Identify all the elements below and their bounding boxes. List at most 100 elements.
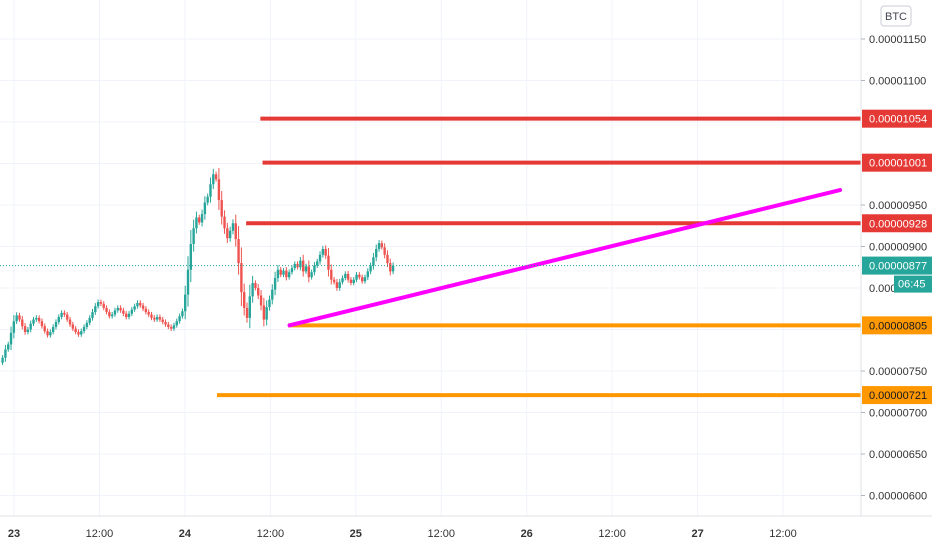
candle-body xyxy=(276,269,280,279)
currency-button[interactable]: BTC xyxy=(880,5,912,27)
candle-body xyxy=(49,331,52,336)
time-tick-label: 12:00 xyxy=(769,528,797,540)
candle-body xyxy=(9,332,13,345)
candle-body xyxy=(366,271,369,278)
candle-body xyxy=(192,228,195,245)
candle-body xyxy=(271,289,274,300)
level-price-tag[interactable] xyxy=(862,109,932,128)
time-tick-label: 27 xyxy=(691,528,703,540)
candle-body xyxy=(380,243,384,248)
candle-body xyxy=(259,295,263,306)
candle-body xyxy=(26,329,30,332)
candle-body xyxy=(189,244,193,270)
candle-body xyxy=(99,302,103,304)
candle-body xyxy=(262,305,266,320)
candle-body xyxy=(304,266,308,272)
level-price-tag-label: 0.00000721 xyxy=(869,390,927,402)
candle-body xyxy=(15,315,18,322)
candle-body xyxy=(245,307,249,318)
candle-body xyxy=(363,277,367,282)
level-price-tag[interactable] xyxy=(862,386,932,405)
candle-body xyxy=(155,317,159,320)
candle-body xyxy=(307,266,311,278)
candle-body xyxy=(228,230,232,239)
candle-body xyxy=(220,200,223,217)
candle-body xyxy=(268,299,271,308)
candle-body xyxy=(21,319,24,327)
candle-body xyxy=(242,292,246,308)
candle-body xyxy=(91,312,94,318)
candle-body xyxy=(321,248,325,255)
time-tick-label: 12:00 xyxy=(427,528,455,540)
price-tick-label: 0.00000600 xyxy=(869,491,927,503)
candle-body xyxy=(206,196,209,203)
candle-body xyxy=(85,322,89,328)
candle-body xyxy=(144,308,148,313)
price-tick-label: 0.00001100 xyxy=(869,76,926,88)
candle-body xyxy=(105,307,108,313)
candle-body xyxy=(344,273,347,279)
candle-body xyxy=(273,278,277,290)
candle-body xyxy=(80,331,83,335)
time-axis[interactable]: 23 12:00 24 12:00 25 12:00 26 12:00 27 12:00 xyxy=(8,528,797,540)
trend-line[interactable] xyxy=(287,188,843,328)
candle-body xyxy=(287,272,291,278)
candle-body xyxy=(18,315,21,320)
price-axis[interactable]: 0.00001150 0.00001100 0.00000950 0.00000900… xyxy=(861,34,932,503)
candle-body xyxy=(29,323,32,330)
candle-body xyxy=(153,317,156,320)
candle-body xyxy=(223,216,226,229)
candle-body xyxy=(184,294,187,312)
current-price-tag[interactable] xyxy=(862,256,932,275)
level-price-tag[interactable] xyxy=(862,153,932,172)
candle-body xyxy=(383,247,386,255)
level-price-tag[interactable] xyxy=(862,214,932,233)
candle-body xyxy=(389,263,392,272)
candle-body xyxy=(7,344,10,350)
candle-body xyxy=(330,269,333,280)
candle-body xyxy=(391,265,395,272)
currency-button-frame xyxy=(880,5,912,27)
time-tick-label: 12:00 xyxy=(598,528,626,540)
candle-body xyxy=(214,174,218,180)
candle-body xyxy=(217,179,221,201)
candle-body xyxy=(299,260,302,268)
time-tick-label: 26 xyxy=(521,528,533,540)
candle-body xyxy=(147,312,150,315)
candle-body xyxy=(290,268,294,273)
candle-body xyxy=(1,357,4,363)
candle-body xyxy=(203,202,207,215)
time-tick-label: 24 xyxy=(179,528,192,540)
candle-body xyxy=(231,223,235,231)
candle-body xyxy=(141,305,145,309)
candle-body xyxy=(88,317,91,323)
candle-body xyxy=(167,324,170,328)
candle-body xyxy=(139,302,142,306)
candle-body xyxy=(54,322,58,328)
candle-body xyxy=(130,309,134,314)
candle-body xyxy=(133,306,136,310)
candle-body xyxy=(318,254,322,262)
candle-body xyxy=(265,307,268,320)
candle-body xyxy=(212,174,215,185)
candle-body xyxy=(181,311,184,317)
candle-body xyxy=(110,314,114,317)
candle-body xyxy=(37,317,41,322)
candle-body xyxy=(310,272,313,278)
level-price-tag-label: 0.00001001 xyxy=(869,158,927,170)
candle-body xyxy=(57,317,60,323)
candle-body xyxy=(282,270,285,275)
candles xyxy=(1,168,395,366)
candle-body xyxy=(324,248,327,256)
time-tick-label: 25 xyxy=(350,528,362,540)
candle-body xyxy=(313,265,316,273)
candle-body xyxy=(108,312,111,317)
horizontal-levels[interactable] xyxy=(216,116,861,398)
time-tick-label: 23 xyxy=(8,528,20,540)
level-price-tag[interactable] xyxy=(862,316,932,335)
trend-lines[interactable] xyxy=(287,188,843,328)
price-tick-label: 0.00000950 xyxy=(869,200,927,212)
level-price-tag-label: 0.00000805 xyxy=(869,320,927,332)
